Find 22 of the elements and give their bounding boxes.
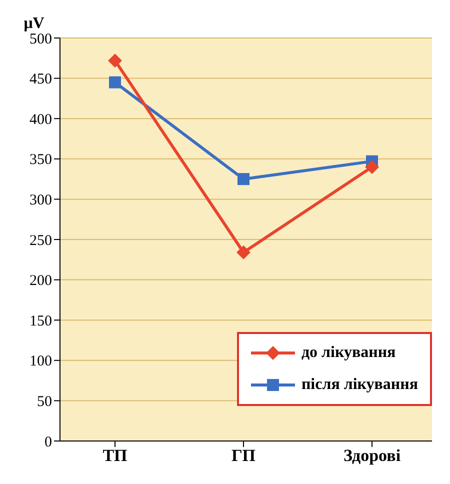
y-tick-label: 100 (30, 354, 52, 370)
y-tick-label: 300 (30, 192, 52, 209)
point (365, 160, 379, 174)
x-tick-label: ГП (231, 446, 256, 466)
point (236, 245, 250, 260)
y-axis-title: μV (24, 15, 45, 32)
y-tick-label: 250 (30, 232, 52, 249)
point (108, 54, 122, 68)
y-tick-label: 400 (30, 112, 52, 128)
x-tick-label: Здорові (343, 446, 401, 466)
y-tick-label: 50 (37, 394, 52, 410)
y-tick-label: 200 (30, 273, 52, 290)
y-tick-label: 500 (30, 31, 52, 48)
y-tick-label: 0 (44, 434, 52, 450)
point (238, 173, 250, 186)
x-tick-label: ТП (102, 446, 128, 466)
y-tick-label: 450 (30, 72, 52, 88)
y-tick-label: 150 (30, 313, 52, 330)
legend-label: до лікування (301, 344, 396, 362)
legend-label: після лікування (301, 376, 418, 394)
y-tick-label: 350 (30, 152, 52, 168)
point (109, 76, 121, 88)
